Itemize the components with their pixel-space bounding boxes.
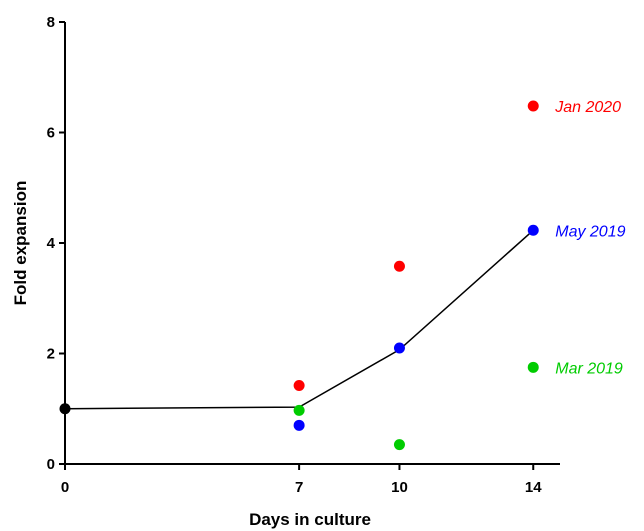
y-tick-label: 8 [47,14,55,31]
mean-line [64,229,534,410]
y-tick-label: 4 [47,235,56,252]
y-tick-label: 6 [47,125,55,142]
data-point-may-2019 [293,419,305,431]
data-points [59,100,539,451]
data-point-mar-2019 [527,361,539,373]
axes [59,21,560,470]
y-tick-label: 0 [47,456,55,473]
mean-line-group [64,229,534,410]
baseline-point [59,403,71,415]
legend: Jan 2020 May 2019 Mar 2019 [554,99,625,377]
x-axis-title: Days in culture [249,510,371,529]
y-axis-title: Fold expansion [11,181,30,306]
data-point-mar-2019 [293,404,305,416]
x-tick-label: 10 [391,479,408,496]
tick-labels: 0 2 4 6 8 0 7 10 14 [47,14,543,496]
x-tick-label: 14 [525,479,542,496]
data-point-jan-2020 [293,380,305,392]
series-label-jan-2020: Jan 2020 [554,99,621,116]
series-label-mar-2019: Mar 2019 [555,360,623,377]
y-tick-label: 2 [47,346,55,363]
data-point-may-2019 [393,342,405,354]
data-point-mar-2019 [393,439,405,451]
data-point-may-2019 [527,224,539,236]
x-tick-label: 0 [61,479,69,496]
data-point-jan-2020 [527,100,539,112]
data-point-jan-2020 [393,260,405,272]
x-tick-label: 7 [295,479,303,496]
series-label-may-2019: May 2019 [555,223,625,240]
